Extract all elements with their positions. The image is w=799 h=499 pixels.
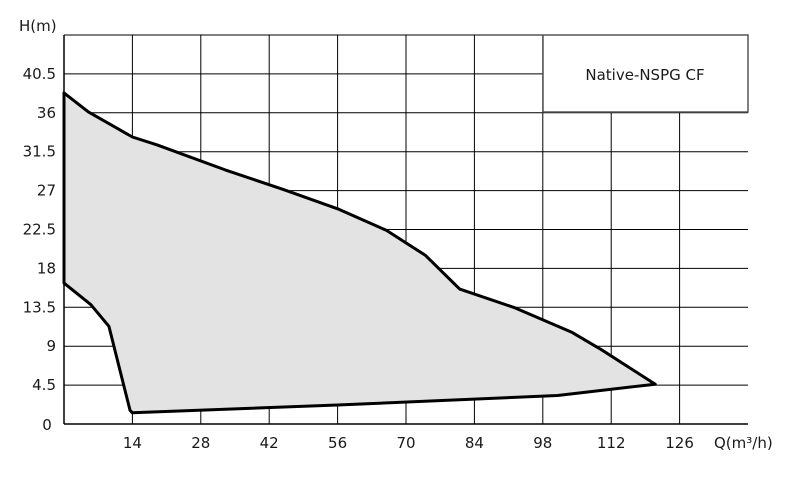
y-tick-label: 0 xyxy=(42,416,52,434)
legend-box xyxy=(542,34,749,113)
x-tick-label: 84 xyxy=(465,434,484,452)
x-tick-label: 126 xyxy=(665,434,694,452)
x-tick-label: 28 xyxy=(191,434,210,452)
x-tick-labels: 14 28 42 56 70 84 98 112 126 xyxy=(123,434,694,452)
x-tick-label: 14 xyxy=(123,434,142,452)
y-tick-labels: 0 4.5 9 13.5 18 22.5 27 31.5 36 40.5 xyxy=(23,65,56,434)
y-tick-label: 13.5 xyxy=(23,298,56,316)
legend: Native-NSPG CF xyxy=(542,34,749,113)
series-area xyxy=(62,91,657,415)
x-tick-label: 112 xyxy=(597,434,626,452)
y-tick-label: 22.5 xyxy=(23,221,56,239)
y-tick-label: 31.5 xyxy=(23,143,56,161)
y-tick-label: 27 xyxy=(37,182,56,200)
legend-series-label: Native-NSPG CF xyxy=(585,66,704,84)
y-tick-label: 36 xyxy=(37,104,56,122)
y-axis-label: H(m) xyxy=(19,17,57,35)
x-axis-label: Q(m³/h) xyxy=(714,434,773,452)
x-tick-label: 42 xyxy=(260,434,279,452)
x-tick-label: 70 xyxy=(396,434,415,452)
y-tick-label: 9 xyxy=(46,337,56,355)
y-tick-label: 40.5 xyxy=(23,65,56,83)
y-tick-label: 18 xyxy=(37,259,56,277)
x-tick-label: 98 xyxy=(533,434,552,452)
y-tick-label: 4.5 xyxy=(32,376,56,394)
x-tick-label: 56 xyxy=(328,434,347,452)
performance-area xyxy=(62,91,657,415)
